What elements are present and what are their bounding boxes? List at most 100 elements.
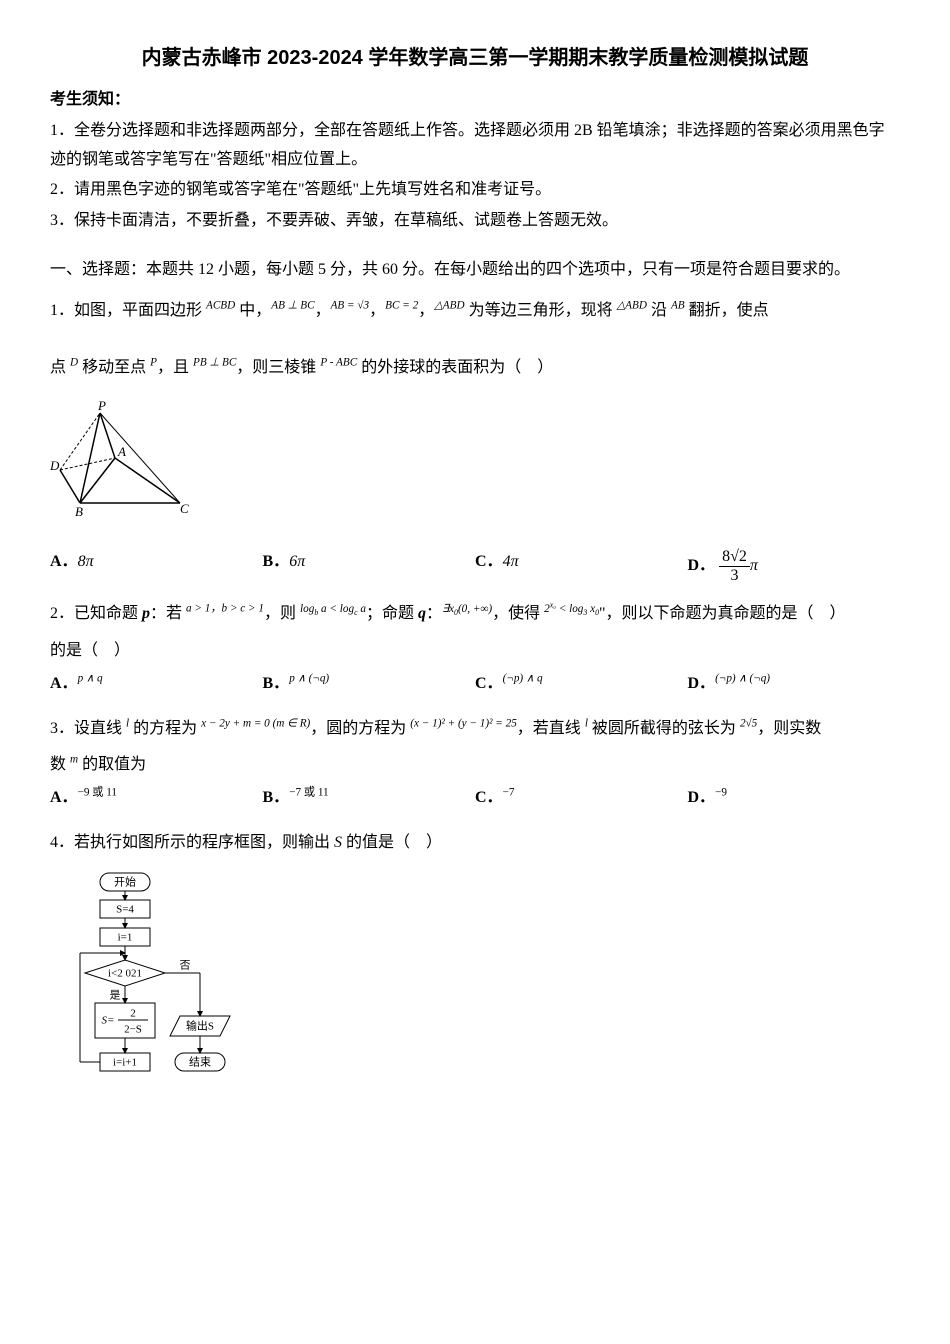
q1-optA-val: 8π	[78, 553, 94, 570]
label-D: D．	[688, 675, 716, 692]
q3-chord: 2√5	[740, 717, 757, 729]
flow-start: 开始	[114, 874, 136, 888]
q1-t3: ，	[369, 302, 385, 319]
q1-optB-val: 6π	[289, 553, 305, 570]
flow-i-update: i=i+1	[113, 1056, 137, 1068]
q1-options: A．8π B．6π C．4π D． 8√2 3 π	[50, 544, 900, 588]
question-3-text: 3．设直线 l 的方程为 x − 2y + m = 0 (m ∈ R)，圆的方程…	[50, 715, 900, 744]
flow-i-init: i=1	[118, 931, 133, 943]
q1-t6: 沿	[647, 302, 671, 319]
q3-t2: ，圆的方程为	[310, 720, 410, 737]
notice-heading: 考生须知：	[50, 86, 900, 115]
q1-t2: ，	[315, 302, 331, 319]
q2-pvar: p	[142, 605, 150, 622]
flow-s-init: S=4	[116, 903, 134, 915]
q1-m11: P - ABC	[320, 357, 357, 369]
section-1-title: 一、选择题：本题共 12 小题，每小题 5 分，共 60 分。在每小题给出的四个…	[50, 256, 900, 285]
q3-eq1: x − 2y + m = 0 (m ∈ R)	[201, 717, 310, 729]
q4-flowchart: 开始 S=4 i=1 i<2 021 是 否 S= 2 2−S	[70, 868, 900, 1109]
label-C: C．	[475, 789, 503, 806]
q2-optB-val: p ∧ (¬q)	[289, 672, 329, 684]
question-1-text: 1．如图，平面四边形 ACBD 中，AB ⊥ BC，AB = √3，BC = 2…	[50, 297, 900, 383]
q2-t6: "，则以下命题为真命题的是（ ）	[599, 605, 846, 622]
q3-eq2: (x − 1)² + (y − 1)² = 25	[410, 717, 517, 729]
q4-suffix: 的值是（ ）	[342, 834, 442, 851]
q2-qvar: q	[418, 605, 426, 622]
q1-option-a: A．8π	[50, 544, 263, 588]
q1-m7: AB	[671, 299, 685, 311]
q1-t4: ，	[418, 302, 434, 319]
q3-optD-val: −9	[715, 787, 727, 799]
q1-optC-val: 4π	[503, 553, 519, 570]
flow-yes: 是	[110, 988, 121, 1001]
q1-m10: PB ⊥ BC	[193, 357, 236, 369]
q1-optD-num: 8√2	[719, 548, 750, 567]
q1-m2: AB ⊥ BC	[271, 299, 314, 311]
q1-optD-frac: 8√2 3	[719, 548, 750, 584]
q1-t11: 的外接球的表面积为（ ）	[357, 359, 553, 376]
q1-m6: △ABD	[617, 299, 647, 311]
label-B: B．	[263, 789, 290, 806]
q2-optA-val: p ∧ q	[78, 672, 103, 684]
q2-t5: ，使得	[492, 605, 544, 622]
q3-t1: 的方程为	[129, 720, 201, 737]
q2-t4: ：	[426, 605, 442, 622]
q2-t2: ，则	[264, 605, 300, 622]
q1-option-d: D． 8√2 3 π	[688, 544, 901, 588]
instruction-1: 1．全卷分选择题和非选择题两部分，全部在答题纸上作答。选择题必须用 2B 铅笔填…	[50, 117, 900, 175]
q1-fig-label-D: D	[50, 458, 60, 473]
flow-s-num: 2	[130, 1007, 136, 1019]
q1-fig-label-C: C	[180, 501, 189, 516]
label-D: D．	[688, 557, 716, 574]
q2-options: A．p ∧ q B．p ∧ (¬q) C．(¬p) ∧ q D．(¬p) ∧ (…	[50, 666, 900, 703]
q3-pre: 3．设直线	[50, 720, 126, 737]
q3-optA-val: −9 或 11	[78, 787, 117, 799]
q2-m3: 2x₀ < log3 x0	[544, 603, 599, 615]
q1-m9: P	[150, 357, 157, 369]
q2-optD-val: (¬p) ∧ (¬q)	[715, 672, 770, 684]
question-1: 1．如图，平面四边形 ACBD 中，AB ⊥ BC，AB = √3，BC = 2…	[50, 297, 900, 588]
q2-option-a: A．p ∧ q	[50, 666, 263, 703]
q2-m1: logb a < logc a	[300, 603, 366, 615]
q3-option-d: D．−9	[688, 780, 901, 817]
q1-option-c: C．4π	[475, 544, 688, 588]
q2-option-b: B．p ∧ (¬q)	[263, 666, 476, 703]
q4-text: 4．若执行如图所示的程序框图，则输出	[50, 834, 334, 851]
flow-end: 结束	[189, 1055, 211, 1068]
q2-t1: ：若	[150, 605, 186, 622]
flow-s-den: 2−S	[124, 1023, 142, 1035]
q1-pre: 1．如图，平面四边形	[50, 302, 206, 319]
flow-s-lhs: S=	[102, 1014, 115, 1026]
q3-mvar: m	[70, 754, 78, 766]
q1-m5: △ABD	[434, 299, 464, 311]
q3-t4: 被圆所截得的弦长为	[588, 720, 740, 737]
flow-cond: i<2 021	[108, 967, 142, 979]
q1-t7: 翻折，使点	[685, 302, 769, 319]
flow-no: 否	[180, 959, 191, 971]
q1-figure: P D A B C	[50, 398, 900, 529]
q3-t5: ，则实数	[757, 720, 821, 737]
q1-t9: ，且	[157, 359, 193, 376]
q3-option-a: A．−9 或 11	[50, 780, 263, 817]
q1-t10: ，则三棱锥	[236, 359, 320, 376]
instruction-3: 3．保持卡面清洁，不要折叠，不要弄破、弄皱，在草稿纸、试题卷上答题无效。	[50, 207, 900, 236]
q1-m1: ACBD	[206, 299, 235, 311]
q2-pre: 2．已知命题	[50, 605, 142, 622]
label-B: B．	[263, 553, 290, 570]
q2-t3: ；命题	[366, 605, 418, 622]
label-A: A．	[50, 789, 78, 806]
label-A: A．	[50, 675, 78, 692]
q3-optB-val: −7 或 11	[289, 787, 328, 799]
question-3: 3．设直线 l 的方程为 x − 2y + m = 0 (m ∈ R)，圆的方程…	[50, 715, 900, 817]
q1-fig-label-P: P	[97, 398, 106, 413]
q1-optD-den: 3	[719, 567, 750, 585]
q1-option-b: B．6π	[263, 544, 476, 588]
question-2-text: 2．已知命题 p：若 a > 1，b > c > 1，则 logb a < lo…	[50, 600, 900, 629]
q1-t1: 中，	[235, 302, 271, 319]
q3-options: A．−9 或 11 B．−7 或 11 C．−7 D．−9	[50, 780, 900, 817]
q3-t6: 的取值为	[78, 756, 146, 773]
q1-m4: BC = 2	[385, 299, 418, 311]
label-B: B．	[263, 675, 290, 692]
flow-output: 输出S	[186, 1018, 214, 1032]
question-2: 2．已知命题 p：若 a > 1，b > c > 1，则 logb a < lo…	[50, 600, 900, 702]
